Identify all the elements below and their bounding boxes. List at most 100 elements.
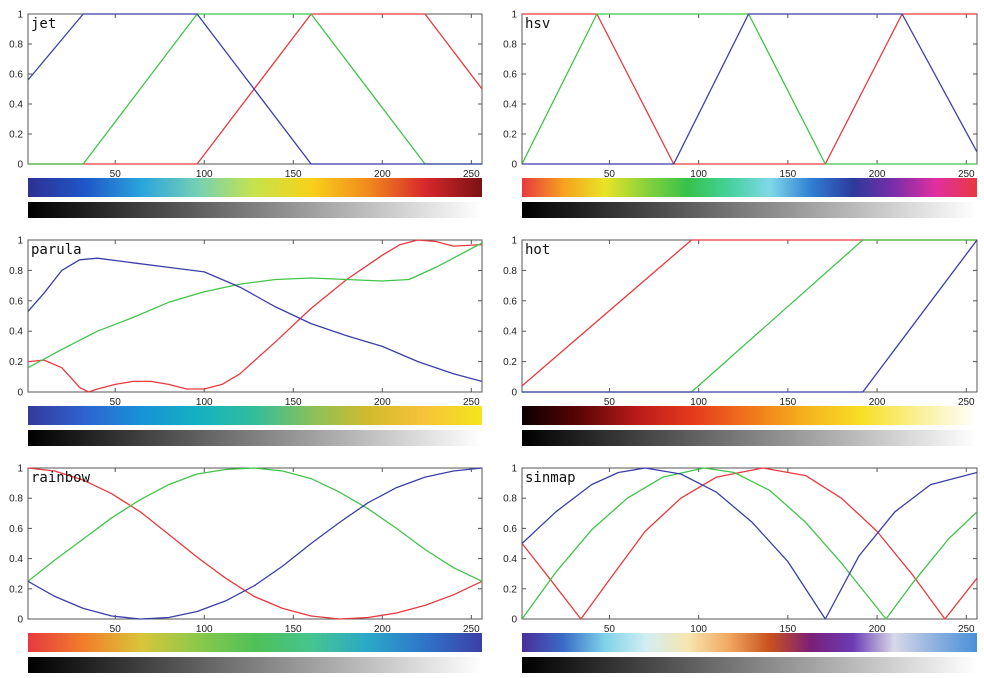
y-tick-label: 0.4 xyxy=(9,327,23,338)
x-tick-label: 200 xyxy=(374,624,391,635)
y-tick-label: 0 xyxy=(511,388,517,399)
x-tick-label: 250 xyxy=(463,624,480,635)
plot-frame xyxy=(521,13,978,165)
x-tick-label: 50 xyxy=(604,169,616,180)
x-tick-label: 100 xyxy=(196,397,213,408)
x-tick-label: 200 xyxy=(869,169,886,180)
y-tick-label: 0.8 xyxy=(503,494,517,505)
y-tick-label: 0.2 xyxy=(9,357,23,368)
x-tick-label: 250 xyxy=(463,397,480,408)
series-line-3 xyxy=(28,467,482,620)
x-tick-label: 100 xyxy=(690,624,707,635)
y-tick-label: 0.8 xyxy=(9,494,23,505)
grayscale-bar xyxy=(522,657,977,673)
y-tick-label: 0.6 xyxy=(9,524,23,535)
y-tick-label: 0.4 xyxy=(503,554,517,565)
x-tick-label: 250 xyxy=(958,169,975,180)
x-tick-label: 200 xyxy=(374,169,391,180)
x-tick-label: 100 xyxy=(690,169,707,180)
series-line-2 xyxy=(522,467,977,620)
plot-frame xyxy=(521,467,978,620)
series-line-3 xyxy=(522,13,977,165)
y-tick-label: 0.8 xyxy=(503,266,517,277)
y-tick-label: 0 xyxy=(17,615,23,626)
y-tick-label: 0 xyxy=(17,388,23,399)
y-tick-label: 0 xyxy=(17,160,23,171)
colorbar xyxy=(522,633,977,652)
y-tick-label: 0.2 xyxy=(9,130,23,141)
x-tick-label: 50 xyxy=(604,397,616,408)
y-tick-label: 0.2 xyxy=(503,584,517,595)
grayscale-bar xyxy=(28,202,482,218)
colormap-name: hsv xyxy=(525,16,550,32)
x-tick-label: 150 xyxy=(285,624,302,635)
y-tick-label: 0.8 xyxy=(503,40,517,51)
x-tick-label: 150 xyxy=(780,397,797,408)
y-tick-label: 0.2 xyxy=(503,130,517,141)
y-tick-label: 1 xyxy=(17,236,23,247)
y-tick-label: 0.2 xyxy=(9,584,23,595)
series-line-1 xyxy=(522,467,977,620)
colormap-name: rainbow xyxy=(31,470,91,486)
y-tick-label: 0.2 xyxy=(503,357,517,368)
x-tick-label: 150 xyxy=(780,169,797,180)
y-tick-label: 0.6 xyxy=(503,296,517,307)
colorbar xyxy=(28,633,482,652)
y-tick-label: 0.4 xyxy=(503,100,517,111)
plot-frame xyxy=(27,13,483,165)
y-tick-label: 1 xyxy=(511,236,517,247)
colormap-name: sinmap xyxy=(525,470,576,486)
series-line-3 xyxy=(522,239,977,393)
colormap-name: jet xyxy=(31,16,56,32)
x-tick-label: 100 xyxy=(690,397,707,408)
series-line-1 xyxy=(28,239,482,393)
y-tick-label: 0 xyxy=(511,615,517,626)
series-line-1 xyxy=(28,467,482,620)
y-tick-label: 1 xyxy=(17,464,23,475)
series-line-3 xyxy=(522,467,977,620)
grayscale-bar xyxy=(28,657,482,673)
x-tick-label: 150 xyxy=(285,169,302,180)
y-tick-label: 1 xyxy=(511,464,517,475)
y-tick-label: 0 xyxy=(511,160,517,171)
y-tick-label: 0.8 xyxy=(9,40,23,51)
y-tick-label: 0.6 xyxy=(9,296,23,307)
x-tick-label: 200 xyxy=(869,397,886,408)
y-tick-label: 1 xyxy=(17,10,23,21)
grayscale-bar xyxy=(28,430,482,446)
y-tick-label: 0.4 xyxy=(9,554,23,565)
x-tick-label: 100 xyxy=(196,624,213,635)
y-tick-label: 0.6 xyxy=(9,70,23,81)
colorbar xyxy=(522,178,977,197)
plot-frame xyxy=(27,239,483,393)
plot-frame xyxy=(27,467,483,620)
colormap-name: hot xyxy=(525,242,550,258)
colorbar xyxy=(522,406,977,425)
plot-frame xyxy=(521,239,978,393)
x-tick-label: 50 xyxy=(110,624,122,635)
x-tick-label: 100 xyxy=(196,169,213,180)
colorbar xyxy=(28,406,482,425)
grayscale-bar xyxy=(522,430,977,446)
x-tick-label: 250 xyxy=(463,169,480,180)
series-line-2 xyxy=(28,242,482,369)
x-tick-label: 200 xyxy=(374,397,391,408)
x-tick-label: 150 xyxy=(285,397,302,408)
y-tick-label: 0.4 xyxy=(503,327,517,338)
series-line-3 xyxy=(28,13,482,165)
series-line-2 xyxy=(28,467,482,582)
x-tick-label: 50 xyxy=(604,624,616,635)
colormap-name: parula xyxy=(31,242,82,258)
y-tick-label: 0.4 xyxy=(9,100,23,111)
x-tick-label: 250 xyxy=(958,624,975,635)
series-line-3 xyxy=(28,257,482,383)
x-tick-label: 150 xyxy=(780,624,797,635)
colorbar xyxy=(28,178,482,197)
